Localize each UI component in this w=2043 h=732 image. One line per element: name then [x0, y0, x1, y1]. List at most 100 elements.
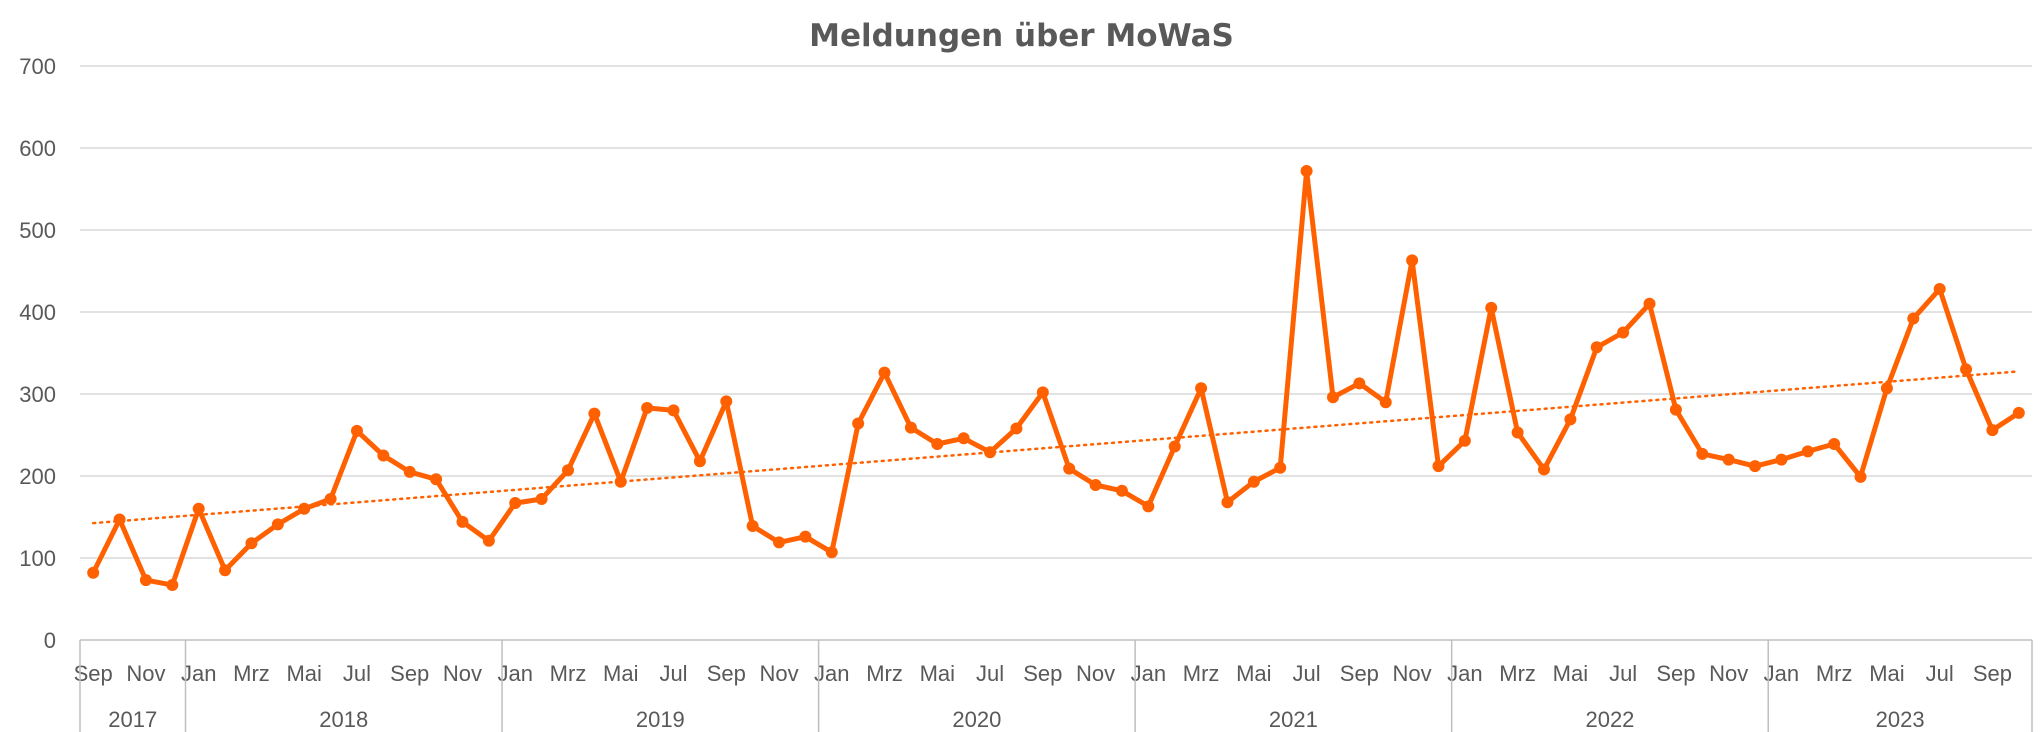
data-point — [667, 404, 680, 417]
x-tick-label: Mai — [1236, 661, 1271, 686]
data-point — [1221, 496, 1234, 509]
data-point — [957, 432, 970, 445]
x-tick-label: Sep — [707, 661, 746, 686]
trendline — [91, 370, 2021, 525]
data-point — [720, 395, 733, 408]
data-point — [1722, 453, 1735, 466]
data-point — [324, 492, 337, 505]
data-point — [1907, 312, 1920, 325]
data-point — [588, 407, 601, 420]
x-tick-label: Mai — [603, 661, 638, 686]
data-point — [1089, 479, 1102, 492]
data-point — [139, 574, 152, 587]
data-point — [377, 449, 390, 462]
data-point — [825, 546, 838, 559]
data-point — [1617, 326, 1630, 339]
data-point — [1247, 475, 1260, 488]
data-point — [984, 446, 997, 459]
x-tick-label: Mrz — [233, 661, 270, 686]
data-point — [2012, 406, 2025, 419]
data-point — [298, 502, 311, 515]
data-point — [1986, 424, 1999, 437]
data-point — [403, 465, 416, 478]
data-point — [1538, 463, 1550, 476]
x-tick-label: Mai — [920, 661, 955, 686]
x-tick-label: Jan — [1447, 661, 1482, 686]
data-point — [1854, 470, 1867, 483]
data-point — [1168, 440, 1181, 453]
data-point — [1801, 445, 1814, 458]
data-point — [535, 492, 548, 505]
data-point — [1326, 391, 1339, 404]
x-tick-label: Nov — [1709, 661, 1748, 686]
data-point — [1142, 500, 1155, 513]
data-point — [1775, 453, 1788, 466]
chart-title: Meldungen über MoWaS — [809, 18, 1234, 54]
data-point — [1828, 438, 1841, 451]
year-label: 2017 — [108, 707, 157, 732]
year-label: 2021 — [1269, 707, 1318, 732]
data-point — [1010, 422, 1023, 435]
data-point — [773, 536, 786, 549]
data-point — [87, 566, 100, 579]
x-tick-label: Nov — [443, 661, 482, 686]
data-point — [641, 401, 654, 414]
x-tick-label: Nov — [1393, 661, 1432, 686]
x-tick-label: Jul — [659, 661, 687, 686]
year-label: 2022 — [1585, 707, 1634, 732]
data-point — [799, 530, 812, 543]
data-point — [1960, 363, 1973, 376]
x-tick-label: Sep — [1656, 661, 1695, 686]
data-point — [746, 520, 759, 533]
x-tick-label: Mai — [1869, 661, 1904, 686]
data-point — [350, 424, 363, 437]
year-label: 2023 — [1876, 707, 1925, 732]
data-point — [1696, 447, 1709, 460]
data-point — [1564, 413, 1577, 426]
data-point — [1643, 297, 1656, 310]
data-point — [192, 502, 205, 515]
x-tick-label: Jan — [498, 661, 533, 686]
year-label: 2018 — [319, 707, 368, 732]
data-point — [509, 497, 522, 510]
y-tick-label: 700 — [19, 54, 56, 79]
series-line — [90, 168, 2021, 588]
data-point — [482, 534, 495, 547]
data-point — [1880, 382, 1893, 395]
data-point — [1036, 386, 1049, 399]
x-tick-label: Jul — [343, 661, 371, 686]
data-point — [271, 518, 284, 531]
x-tick-label: Jan — [181, 661, 216, 686]
x-tick-label: Jan — [814, 661, 849, 686]
data-point — [904, 421, 917, 434]
data-point — [1458, 434, 1471, 447]
data-point — [1406, 254, 1419, 267]
x-tick-label: Jan — [1764, 661, 1799, 686]
x-tick-label: Mrz — [550, 661, 587, 686]
y-tick-label: 200 — [19, 464, 56, 489]
y-tick-label: 300 — [19, 382, 56, 407]
data-point — [1669, 403, 1682, 416]
data-point — [219, 564, 232, 577]
x-tick-label: Jul — [976, 661, 1004, 686]
data-point — [113, 513, 126, 526]
data-point — [1511, 426, 1524, 439]
x-tick-label: Nov — [1076, 661, 1115, 686]
x-tick-label: Mrz — [1183, 661, 1220, 686]
x-tick-label: Jan — [1131, 661, 1166, 686]
data-point — [1195, 382, 1208, 395]
data-point — [562, 464, 574, 477]
x-tick-label: Jul — [1926, 661, 1954, 686]
data-point — [1379, 396, 1392, 409]
data-point — [430, 473, 443, 486]
x-tick-label: Mrz — [866, 661, 903, 686]
data-point — [852, 417, 865, 430]
data-point — [166, 579, 179, 592]
data-point — [1485, 301, 1498, 314]
x-tick-label: Nov — [759, 661, 798, 686]
data-point — [1749, 460, 1762, 473]
x-tick-label: Mrz — [1499, 661, 1536, 686]
data-point — [693, 455, 706, 468]
